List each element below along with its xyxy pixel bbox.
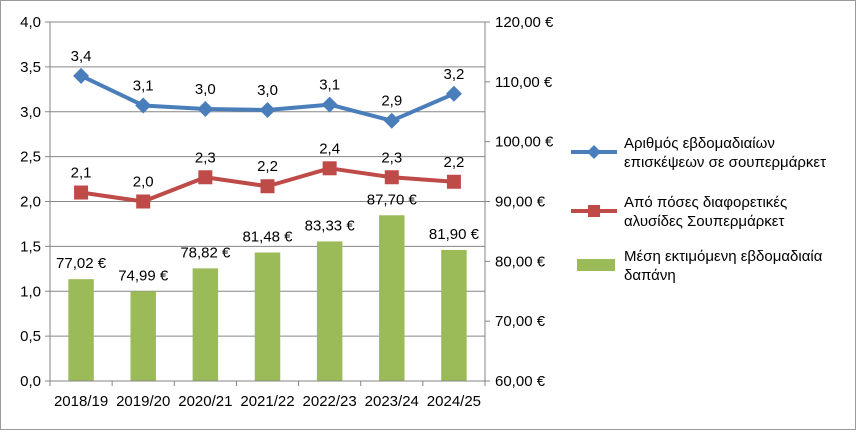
line-data-label: 2,4 bbox=[319, 140, 340, 157]
line-data-label: 3,1 bbox=[319, 77, 340, 94]
bar bbox=[130, 291, 156, 381]
bar bbox=[68, 279, 94, 381]
bar-data-label: 81,90 € bbox=[429, 226, 480, 243]
bar-data-label: 83,33 € bbox=[305, 217, 356, 234]
legend-entry-text: Μέση εκτιμόμενη εβδομαδιαία bbox=[624, 248, 823, 265]
right-axis-tick-label: 70,00 € bbox=[495, 313, 546, 330]
line-data-label: 2,3 bbox=[195, 149, 216, 166]
diamond-marker bbox=[383, 112, 400, 129]
line-data-label: 2,3 bbox=[381, 149, 402, 166]
left-axis-tick-label: 0,5 bbox=[20, 328, 41, 345]
left-axis-tick-label: 1,5 bbox=[20, 238, 41, 255]
square-marker bbox=[198, 170, 213, 185]
legend: Αριθμός εβδομαδιαίων επισκέψεων σε σουπερ… bbox=[571, 135, 826, 284]
diamond-marker bbox=[197, 101, 214, 118]
line-data-label: 3,1 bbox=[133, 77, 154, 94]
square-marker bbox=[136, 194, 151, 209]
line-data-label: 3,0 bbox=[257, 82, 278, 99]
bar bbox=[192, 268, 219, 381]
x-axis-tick-label: 2018/19 bbox=[54, 393, 108, 410]
line-data-label: 2,9 bbox=[381, 93, 402, 110]
legend-entry-text: Αριθμός εβδομαδιαίων bbox=[624, 135, 775, 152]
x-axis-tick-label: 2020/21 bbox=[178, 393, 232, 410]
legend-entry-text: δαπάνη bbox=[624, 267, 676, 284]
left-axis-tick-label: 3,5 bbox=[20, 59, 41, 76]
x-axis-tick-label: 2024/25 bbox=[427, 393, 481, 410]
line-series bbox=[73, 67, 462, 209]
line-data-label: 2,2 bbox=[257, 158, 278, 175]
square-marker bbox=[446, 174, 461, 189]
legend-entry-text: αλυσίδες Σουπερμάρκετ bbox=[624, 213, 784, 230]
x-axis-tick-label: 2023/24 bbox=[365, 393, 419, 410]
line-data-label: 2,2 bbox=[443, 154, 464, 171]
square-marker bbox=[384, 170, 399, 185]
line-data-label: 2,0 bbox=[133, 174, 154, 191]
line-data-label: 2,1 bbox=[71, 165, 92, 182]
square-marker bbox=[322, 161, 337, 176]
right-axis-tick-label: 120,00 € bbox=[495, 14, 554, 31]
bar-data-label: 74,99 € bbox=[118, 267, 169, 284]
left-axis-tick-label: 1,0 bbox=[20, 283, 41, 300]
right-axis-tick-label: 100,00 € bbox=[495, 134, 554, 151]
bar-data-label: 87,70 € bbox=[367, 191, 418, 208]
line-data-label: 3,0 bbox=[195, 81, 216, 98]
bar-series bbox=[68, 215, 467, 381]
diamond-marker bbox=[73, 67, 90, 84]
legend-diamond-marker bbox=[587, 145, 601, 159]
bar-data-label: 81,48 € bbox=[242, 228, 293, 245]
bar bbox=[441, 249, 467, 381]
legend-entry-text: επισκέψεων σε σουπερμάρκετ bbox=[624, 154, 826, 171]
data-labels: 3,4 3,1 3,0 3,0 3,1 2,9 3,2 2,1 2,0 2,3 2,2 2,4 2,3 2… bbox=[56, 48, 480, 284]
bar-data-label: 77,02 € bbox=[56, 255, 107, 272]
legend-square-marker bbox=[588, 205, 600, 217]
line-data-label: 3,2 bbox=[443, 66, 464, 83]
diamond-marker bbox=[135, 97, 152, 114]
x-axis-tick-label: 2019/20 bbox=[116, 393, 170, 410]
bar bbox=[316, 241, 343, 381]
right-axis-tick-label: 60,00 € bbox=[495, 373, 546, 390]
left-axis-tick-label: 3,0 bbox=[20, 104, 41, 121]
left-axis-tick-label: 4,0 bbox=[20, 14, 41, 31]
right-axis-tick-label: 110,00 € bbox=[495, 74, 553, 91]
square-marker bbox=[260, 179, 275, 194]
bar bbox=[379, 215, 405, 381]
right-axis-tick-label: 80,00 € bbox=[495, 253, 546, 270]
x-axis-tick-label: 2022/23 bbox=[303, 393, 357, 410]
square-marker bbox=[74, 185, 89, 200]
left-axis-tick-label: 2,5 bbox=[20, 149, 41, 166]
line-data-label: 3,4 bbox=[71, 48, 92, 65]
diamond-marker bbox=[321, 96, 338, 113]
right-axis-tick-label: 90,00 € bbox=[495, 194, 546, 211]
left-axis-tick-label: 2,0 bbox=[20, 194, 41, 211]
bar bbox=[254, 252, 281, 381]
legend-entry-text: Από πόσες διαφορετικές bbox=[624, 194, 787, 211]
bar-data-label: 78,82 € bbox=[180, 244, 231, 261]
left-axis-tick-label: 0,0 bbox=[20, 373, 41, 390]
diamond-marker bbox=[259, 101, 276, 118]
diamond-marker bbox=[445, 85, 462, 102]
legend-bar-swatch bbox=[577, 259, 615, 271]
x-axis-tick-label: 2021/22 bbox=[240, 393, 294, 410]
axes: 0,0 0,5 1,0 1,5 2,0 2,5 3,0 3,5 4,0 60,00 € 70,00 … bbox=[20, 14, 554, 410]
